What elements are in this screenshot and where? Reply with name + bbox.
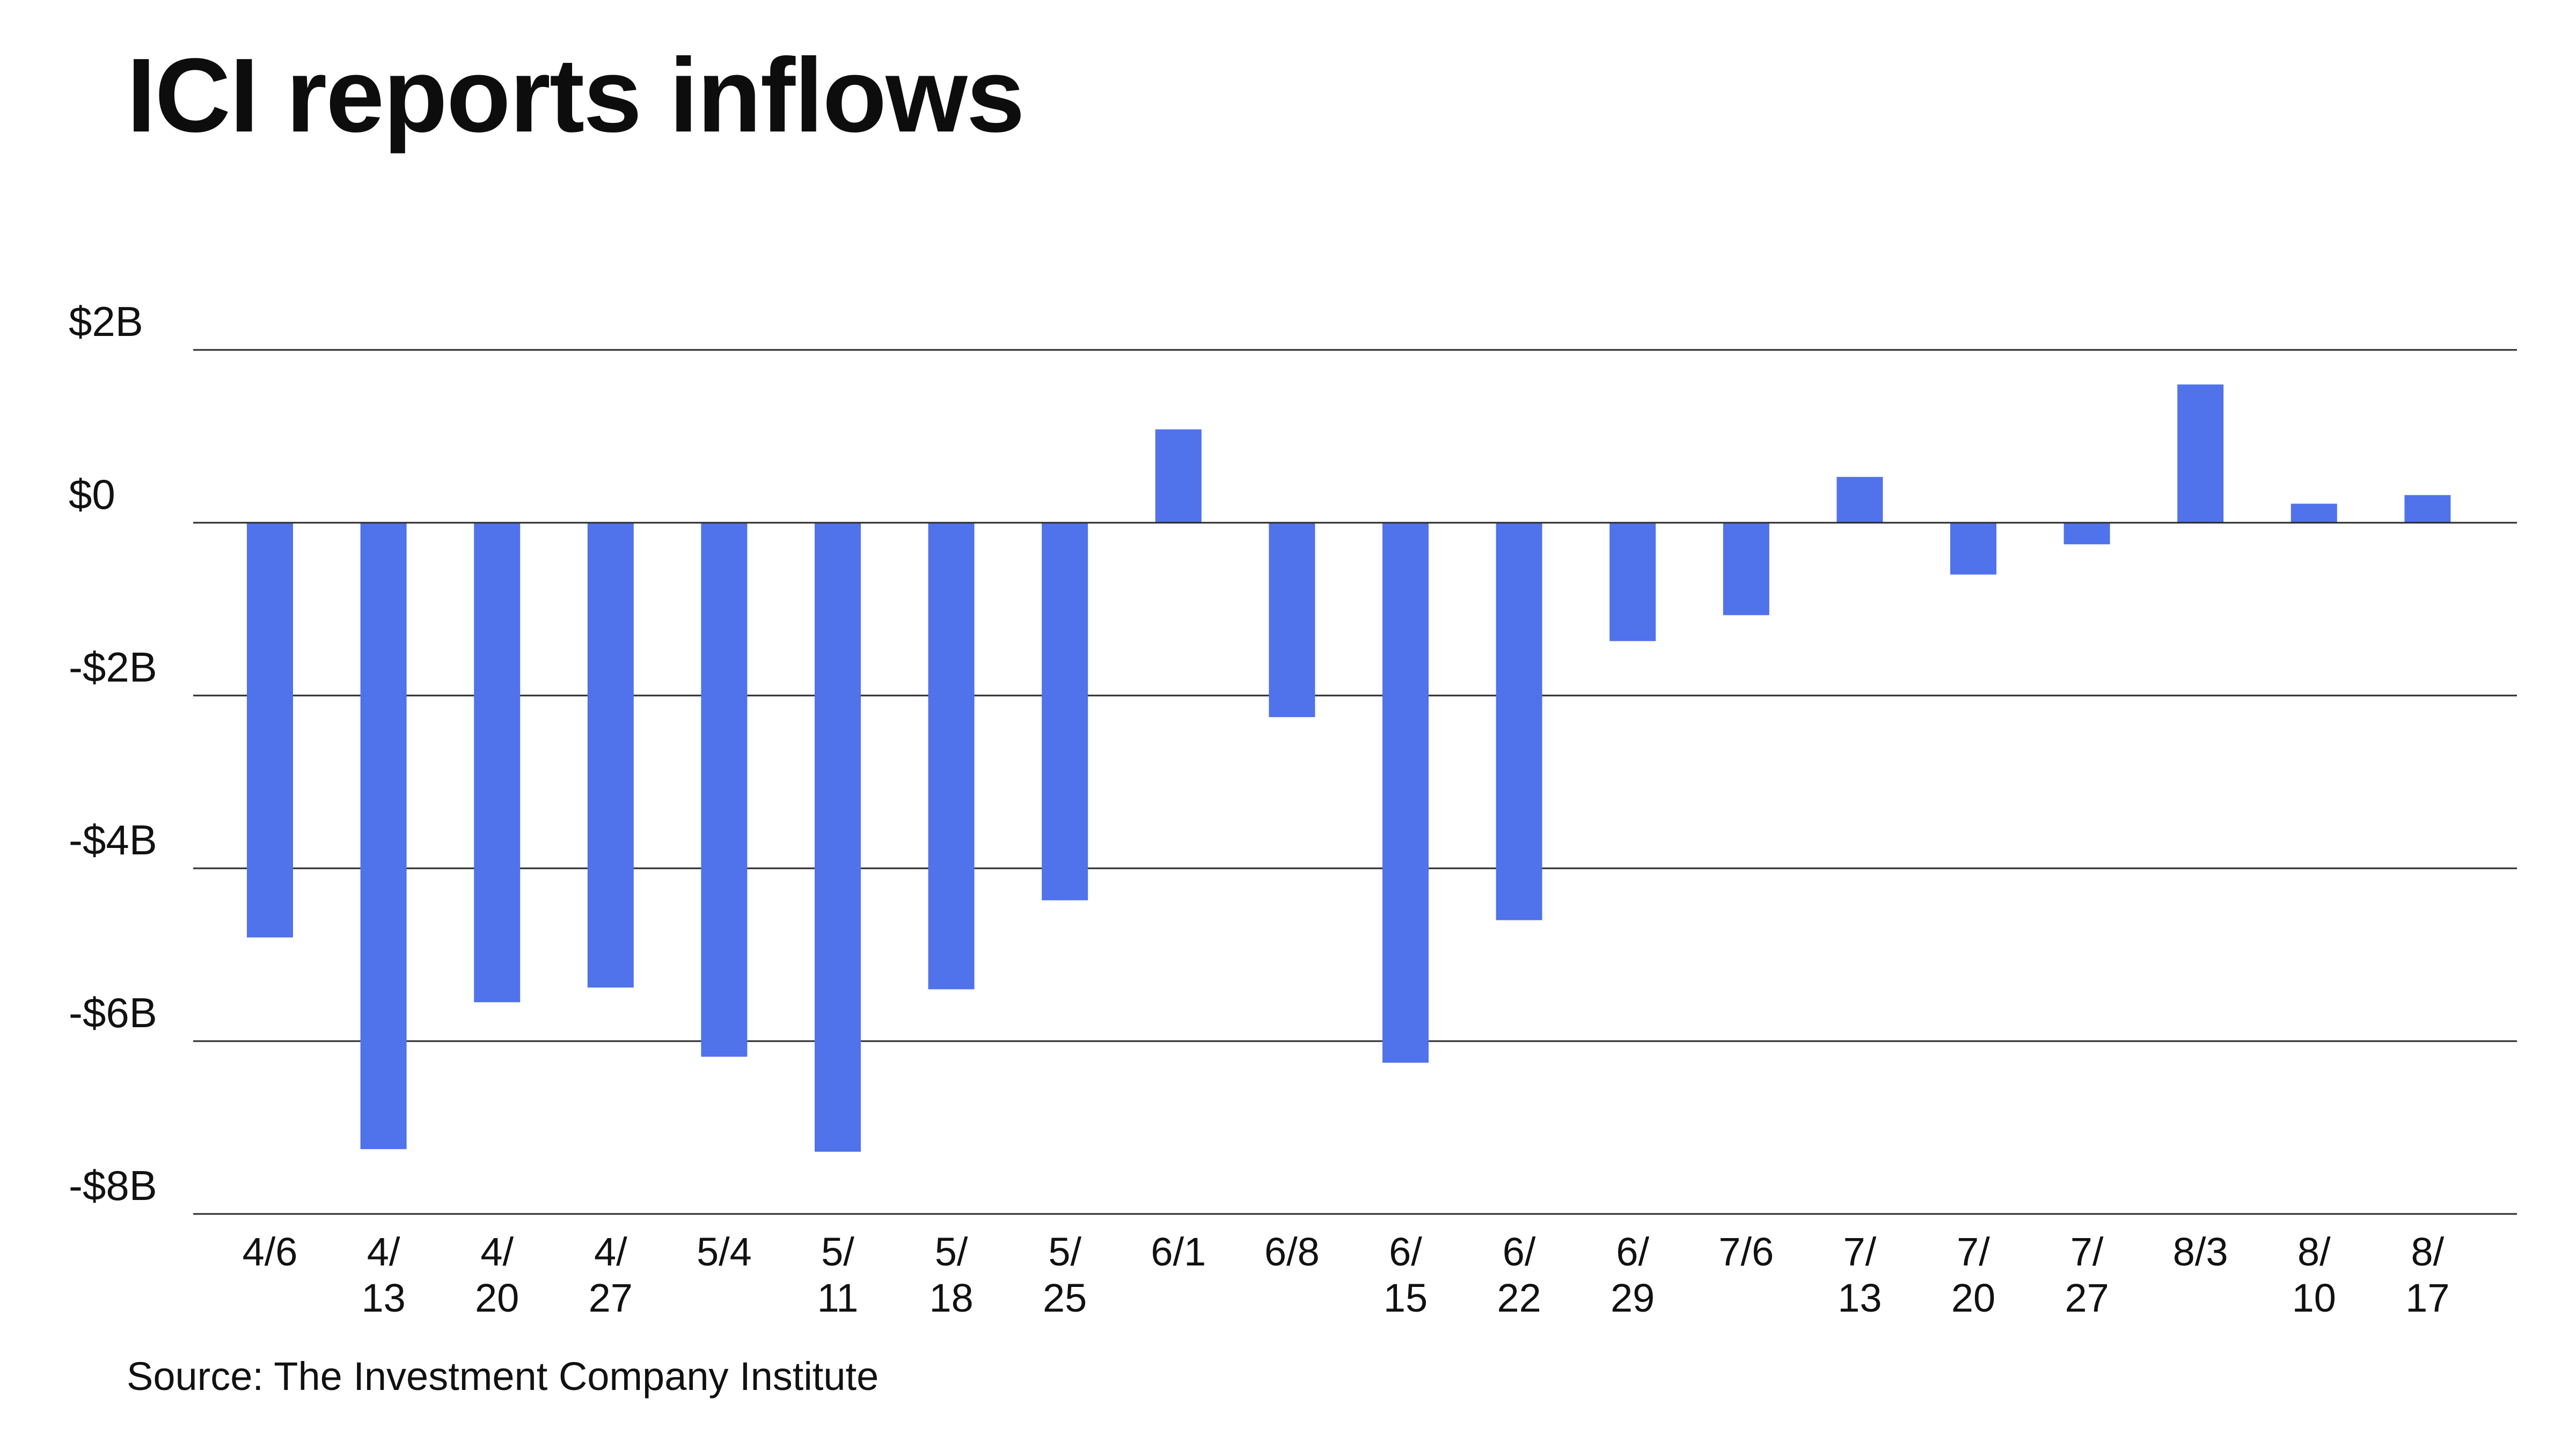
y-tick-label: -$4B — [69, 816, 157, 863]
x-tick-label: 6/15 — [1384, 1230, 1428, 1320]
y-axis-tick-labels: $2B $0 -$2B -$4B -$6B -$8B — [69, 298, 157, 1209]
bar-8-10 — [2290, 503, 2337, 523]
bar-6-1 — [1155, 429, 1202, 523]
bar-7-20 — [1950, 523, 1996, 575]
bar-5-25 — [1042, 523, 1088, 901]
bar-4-13 — [360, 523, 407, 1150]
x-tick-label: 6/29 — [1611, 1230, 1655, 1320]
source-note: Source: The Investment Company Institute — [127, 1354, 879, 1399]
bar-6-15 — [1382, 523, 1429, 1063]
x-tick-label: 5/4 — [697, 1230, 752, 1274]
x-tick-label: 8/17 — [2405, 1230, 2449, 1320]
x-tick-label: 5/25 — [1043, 1230, 1087, 1320]
bars — [247, 384, 2451, 1152]
x-tick-label: 8/3 — [2173, 1230, 2228, 1274]
x-tick-label: 4/6 — [243, 1230, 298, 1274]
x-tick-label: 4/27 — [589, 1230, 633, 1320]
bar-6-29 — [1609, 523, 1656, 641]
bar-8-17 — [2404, 495, 2451, 523]
x-tick-label: 8/10 — [2292, 1230, 2336, 1320]
y-tick-label: $2B — [69, 298, 143, 345]
x-tick-label: 6/1 — [1151, 1230, 1206, 1274]
bar-5-11 — [815, 523, 861, 1152]
x-axis-tick-labels: 4/6 4/13 4/20 4/27 5/4 5/11 5/18 5/25 6/1 6/8 6/15… — [243, 1230, 2450, 1320]
gridlines — [193, 349, 2517, 1215]
x-tick-label: 5/18 — [929, 1230, 973, 1320]
bar-5-4 — [701, 523, 748, 1057]
bar-8-3 — [2177, 384, 2224, 523]
bar-7-6 — [1723, 523, 1769, 616]
y-tick-label: $0 — [69, 471, 115, 518]
x-tick-label: 4/20 — [475, 1230, 519, 1320]
y-tick-label: -$2B — [69, 643, 157, 691]
x-tick-label: 7/20 — [1951, 1230, 1995, 1320]
bar-4-20 — [474, 523, 521, 1002]
x-tick-label: 7/6 — [1718, 1230, 1774, 1274]
bar-6-8 — [1269, 523, 1315, 718]
bar-5-18 — [928, 523, 975, 990]
x-tick-label: 7/13 — [1838, 1230, 1882, 1320]
bar-4-6 — [247, 523, 293, 938]
bar-6-22 — [1496, 523, 1542, 920]
y-tick-label: -$6B — [69, 989, 157, 1036]
bar-7-13 — [1836, 477, 1883, 523]
bar-4-27 — [587, 523, 634, 988]
chart-title: ICI reports inflows — [127, 36, 1025, 154]
y-tick-label: -$8B — [69, 1162, 157, 1209]
x-tick-label: 6/8 — [1264, 1230, 1320, 1274]
x-tick-label: 7/27 — [2065, 1230, 2109, 1320]
x-tick-label: 5/11 — [817, 1230, 859, 1320]
x-tick-label: 6/22 — [1497, 1230, 1541, 1320]
x-tick-label: 4/13 — [361, 1230, 405, 1320]
bar-7-27 — [2063, 523, 2110, 545]
